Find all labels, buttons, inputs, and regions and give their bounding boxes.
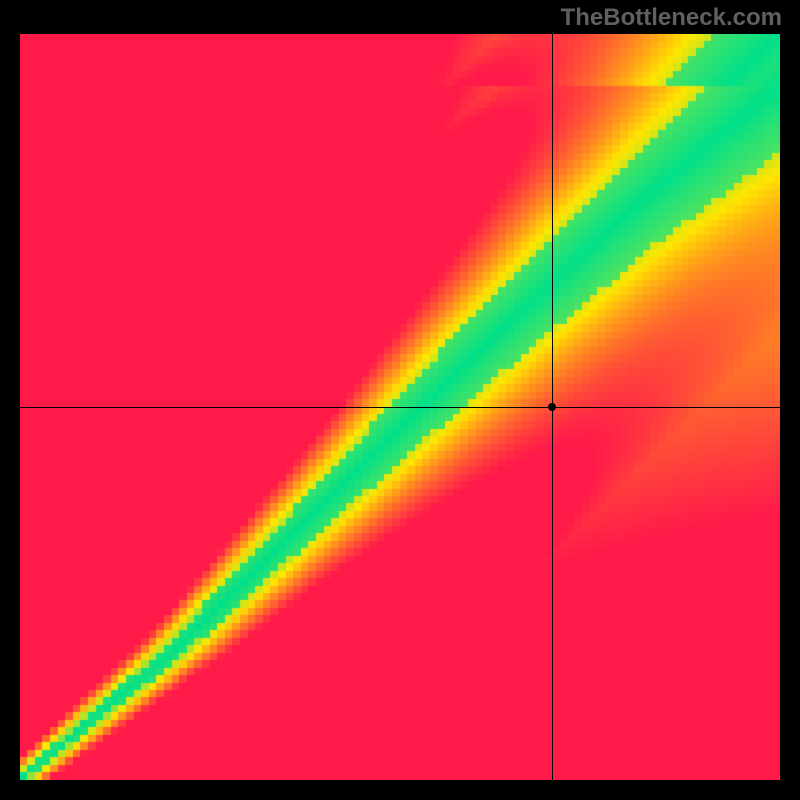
plot-area	[20, 34, 780, 780]
watermark-label: TheBottleneck.com	[561, 4, 782, 32]
crosshair-marker	[548, 403, 556, 411]
crosshair-horizontal	[20, 407, 780, 408]
chart-container: TheBottleneck.com	[0, 0, 800, 800]
